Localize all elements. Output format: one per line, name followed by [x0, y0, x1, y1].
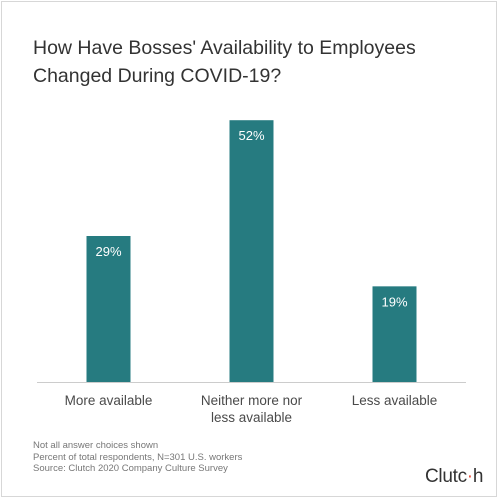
category-label-0-0: More available	[65, 393, 153, 408]
bar-value-label-1: 52%	[238, 128, 264, 143]
category-label-2-0: Less available	[352, 393, 438, 408]
bar-2	[372, 286, 417, 382]
bar-value-label-2: 19%	[381, 294, 407, 309]
footnote-source: Source: Clutch 2020 Company Culture Surv…	[33, 463, 228, 474]
chart-title: How Have Bosses' Availability to Employe…	[33, 34, 473, 90]
chart-title-line-1: How Have Bosses' Availability to Employe…	[33, 37, 416, 59]
footnote-1: Not all answer choices shown	[33, 440, 159, 451]
category-label-1-0: Neither more nor	[201, 393, 303, 408]
bar-0	[86, 236, 131, 382]
clutch-logo: Clutc·h	[425, 466, 484, 487]
bar-1	[229, 120, 274, 382]
category-label-1-1: less available	[211, 410, 292, 425]
footnotes: Not all answer choices shown Percent of …	[33, 440, 242, 475]
chart-title-line-2: Changed During COVID-19?	[33, 65, 282, 87]
bar-value-label-0: 29%	[95, 244, 121, 259]
footnote-2: Percent of total respondents, N=301 U.S.…	[33, 451, 243, 463]
